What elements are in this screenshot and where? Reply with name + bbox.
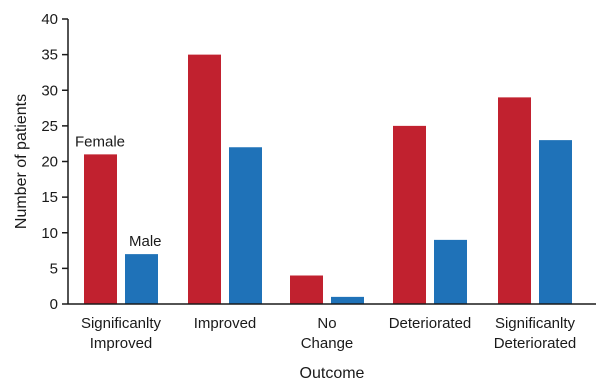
y-tick-label: 0 bbox=[50, 296, 58, 313]
bar-male-4 bbox=[539, 140, 572, 304]
bar-female-4 bbox=[498, 97, 531, 304]
x-category-label: Deteriorated bbox=[494, 335, 577, 352]
plot-area bbox=[84, 54, 572, 304]
y-tick-label: 5 bbox=[50, 260, 58, 277]
x-category-label: No bbox=[317, 315, 336, 332]
y-tick-label: 40 bbox=[41, 11, 58, 28]
y-axis-title: Number of patients bbox=[13, 94, 30, 229]
x-category-label: Deteriorated bbox=[389, 315, 472, 332]
y-tick-label: 30 bbox=[41, 82, 58, 99]
x-category-label: Improved bbox=[90, 335, 153, 352]
bar-female-1 bbox=[188, 54, 221, 304]
bar-male-3 bbox=[434, 239, 467, 304]
annotation-female: Female bbox=[75, 133, 125, 150]
bar-male-2 bbox=[331, 296, 364, 304]
x-axis-categories: Significanlty Improved Improved No Change Det… bbox=[81, 315, 576, 352]
y-axis-ticks: 0 5 10 15 20 25 30 35 40 bbox=[41, 11, 68, 313]
x-category-label: Significanlty bbox=[495, 315, 576, 332]
y-tick-label: 15 bbox=[41, 189, 58, 206]
y-tick-label: 20 bbox=[41, 154, 58, 171]
bar-female-2 bbox=[290, 275, 323, 304]
x-axis-title: Outcome bbox=[300, 365, 365, 382]
bar-female-3 bbox=[393, 125, 426, 304]
bar-female-0 bbox=[84, 154, 117, 304]
y-tick-label: 10 bbox=[41, 225, 58, 242]
bar-male-1 bbox=[229, 147, 262, 304]
x-category-label: Change bbox=[301, 335, 354, 352]
y-tick-label: 25 bbox=[41, 118, 58, 135]
x-category-label: Significanlty bbox=[81, 315, 162, 332]
annotation-male: Male bbox=[129, 233, 162, 250]
x-category-label: Improved bbox=[194, 315, 257, 332]
annotations: Female Male bbox=[75, 133, 162, 250]
y-tick-label: 35 bbox=[41, 47, 58, 64]
bar-male-0 bbox=[125, 254, 158, 304]
